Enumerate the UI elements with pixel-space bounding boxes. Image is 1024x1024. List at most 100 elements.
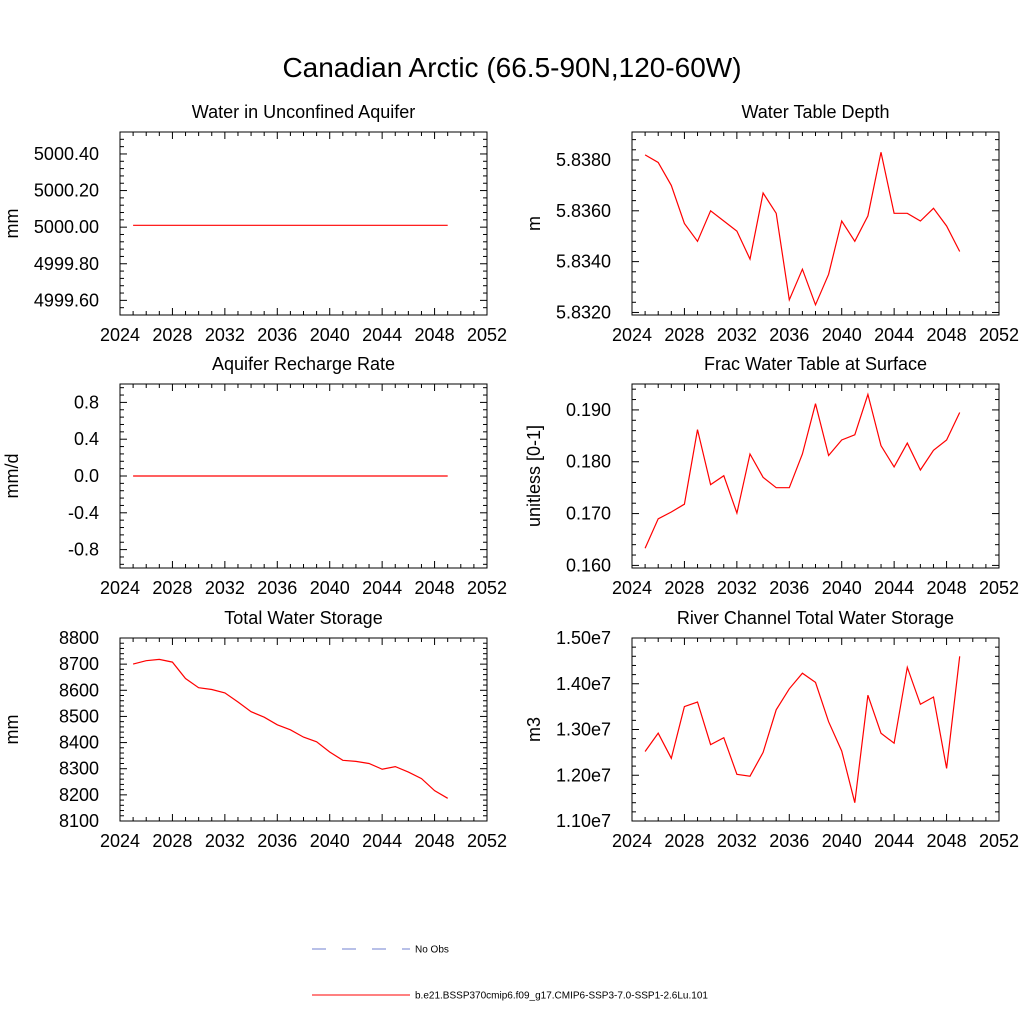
x-tick-label: 2032 <box>717 831 757 851</box>
x-tick-label: 2028 <box>664 325 704 345</box>
x-tick-label: 2048 <box>415 325 455 345</box>
y-axis-label: unitless [0-1] <box>524 425 544 527</box>
y-axis-label: mm/d <box>2 454 22 499</box>
x-tick-label: 2032 <box>205 578 245 598</box>
panel-3: Aquifer Recharge Rate 2024 2028 2032 2036 204… <box>2 354 507 598</box>
x-tick-label: 2036 <box>769 831 809 851</box>
y-tick-label: 8500 <box>59 706 99 726</box>
y-tick-label: 4999.60 <box>34 290 99 310</box>
y-tick-label: 5.8380 <box>556 150 611 170</box>
panel-title: Aquifer Recharge Rate <box>212 354 395 374</box>
model-series-line <box>644 392 961 549</box>
x-tick-label: 2040 <box>822 325 862 345</box>
y-tick-label: 0.8 <box>74 392 99 412</box>
y-axis-label: mm <box>2 209 22 239</box>
panel-title: River Channel Total Water Storage <box>677 608 954 628</box>
y-tick-label: 8600 <box>59 680 99 700</box>
x-tick-label: 2028 <box>152 831 192 851</box>
x-tick-label: 2048 <box>415 831 455 851</box>
y-tick-label: 1.10e7 <box>556 811 611 831</box>
figure-title: Canadian Arctic (66.5-90N,120-60W) <box>282 52 742 83</box>
panel-4: Frac Water Table at Surface 2024 2028 2032 2… <box>524 354 1019 598</box>
plot-frame <box>631 383 1000 569</box>
model-series-line <box>644 656 961 803</box>
y-tick-label: 5000.00 <box>34 217 99 237</box>
x-tick-label: 2040 <box>310 578 350 598</box>
x-tick-label: 2044 <box>362 831 402 851</box>
x-tick-label: 2036 <box>769 578 809 598</box>
y-tick-label: 5000.40 <box>34 144 99 164</box>
x-tick-label: 2044 <box>362 578 402 598</box>
x-tick-label: 2032 <box>205 831 245 851</box>
y-tick-label: -0.8 <box>68 540 99 560</box>
x-tick-label: 2036 <box>769 325 809 345</box>
x-tick-label: 2032 <box>717 325 757 345</box>
y-tick-label: 1.30e7 <box>556 720 611 740</box>
x-tick-label: 2024 <box>100 325 140 345</box>
y-tick-label: 0.170 <box>566 504 611 524</box>
model-series-line <box>644 152 961 307</box>
x-tick-label: 2036 <box>257 578 297 598</box>
x-tick-label: 2040 <box>310 325 350 345</box>
x-tick-label: 2024 <box>100 578 140 598</box>
panel-1: Water in Unconfined Aquifer 2024 2028 2032 2… <box>2 102 507 345</box>
x-tick-label: 2032 <box>717 578 757 598</box>
x-tick-label: 2036 <box>257 831 297 851</box>
x-tick-label: 2024 <box>612 325 652 345</box>
y-axis-label: m <box>524 216 544 231</box>
panel-title: Total Water Storage <box>224 608 382 628</box>
y-tick-label: 0.160 <box>566 555 611 575</box>
x-tick-label: 2052 <box>467 831 507 851</box>
x-tick-label: 2028 <box>152 325 192 345</box>
x-tick-label: 2048 <box>415 578 455 598</box>
x-tick-label: 2040 <box>822 578 862 598</box>
y-tick-label: 5.8320 <box>556 302 611 322</box>
y-tick-label: 4999.80 <box>34 254 99 274</box>
y-tick-label: 5.8340 <box>556 252 611 272</box>
x-tick-label: 2040 <box>310 831 350 851</box>
y-tick-label: 8800 <box>59 628 99 648</box>
x-tick-label: 2024 <box>100 831 140 851</box>
x-tick-label: 2028 <box>664 831 704 851</box>
x-tick-label: 2052 <box>467 578 507 598</box>
y-tick-label: 8300 <box>59 759 99 779</box>
x-tick-label: 2044 <box>874 831 914 851</box>
x-tick-label: 2024 <box>612 578 652 598</box>
x-tick-label: 2028 <box>664 578 704 598</box>
y-tick-label: 5.8360 <box>556 201 611 221</box>
panel-6: River Channel Total Water Storage 2024 202… <box>524 608 1019 851</box>
y-tick-label: 8400 <box>59 733 99 753</box>
plot-frame <box>631 637 1000 822</box>
x-tick-label: 2048 <box>927 325 967 345</box>
x-tick-label: 2040 <box>822 831 862 851</box>
panel-title: Water in Unconfined Aquifer <box>192 102 415 122</box>
y-tick-label: 8200 <box>59 785 99 805</box>
y-axis-label: m3 <box>524 717 544 742</box>
x-tick-label: 2052 <box>467 325 507 345</box>
model-series-line <box>132 658 449 799</box>
legend-model-label: b.e21.BSSP370cmip6.f09_g17.CMIP6-SSP3-7.… <box>415 991 708 1002</box>
panel-5: Total Water Storage 2024 2028 2032 2036 2040 2… <box>2 608 507 851</box>
x-tick-label: 2032 <box>205 325 245 345</box>
x-tick-label: 2052 <box>979 578 1019 598</box>
plot-frame <box>631 131 1000 316</box>
x-tick-label: 2048 <box>927 831 967 851</box>
y-tick-label: 8100 <box>59 811 99 831</box>
x-tick-label: 2052 <box>979 325 1019 345</box>
panel-2: Water Table Depth 2024 2028 2032 2036 2040 204… <box>524 102 1019 345</box>
x-tick-label: 2052 <box>979 831 1019 851</box>
y-tick-label: 0.4 <box>74 429 99 449</box>
plot-frame <box>119 131 488 316</box>
legend-obs-label: No Obs <box>415 945 449 956</box>
y-tick-label: 0.180 <box>566 452 611 472</box>
x-tick-label: 2024 <box>612 831 652 851</box>
x-tick-label: 2036 <box>257 325 297 345</box>
x-tick-label: 2044 <box>362 325 402 345</box>
panel-title: Frac Water Table at Surface <box>704 354 927 374</box>
y-tick-label: 1.50e7 <box>556 628 611 648</box>
y-tick-label: 5000.20 <box>34 181 99 201</box>
x-tick-label: 2028 <box>152 578 192 598</box>
x-tick-label: 2044 <box>874 325 914 345</box>
legend: No Obs b.e21.BSSP370cmip6.f09_g17.CMIP6-… <box>312 945 708 1002</box>
